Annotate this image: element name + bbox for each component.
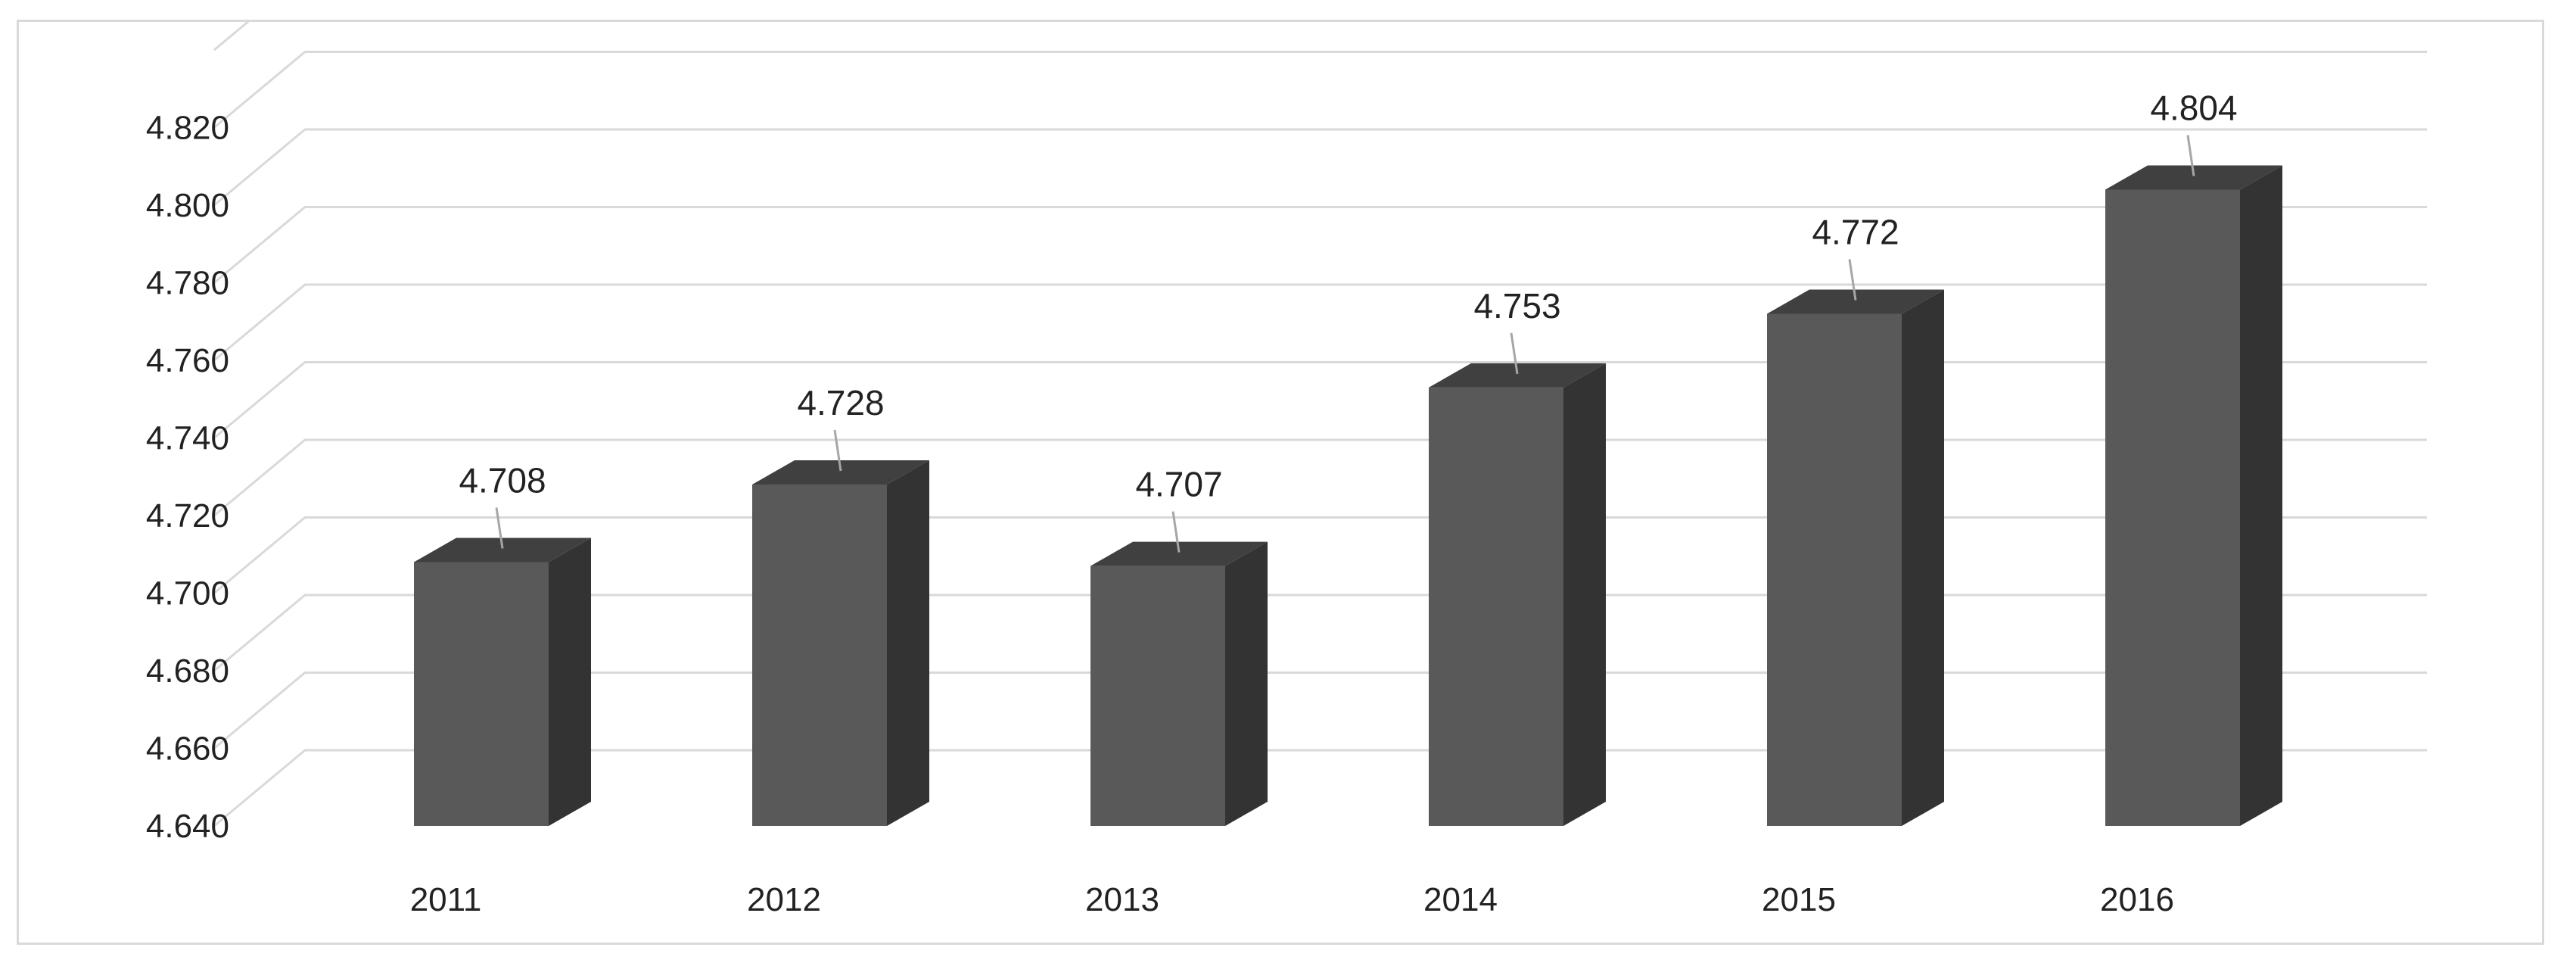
data-label-leader: [1510, 332, 1519, 375]
data-labels: 4.708 4.728 4.707 4.753 4.772 4.804: [459, 89, 2238, 553]
bar: [752, 460, 929, 826]
bar: [1767, 289, 1944, 826]
data-label-leader: [1848, 259, 1857, 301]
gridline: [213, 594, 2427, 672]
bar-side: [549, 538, 591, 826]
gridline: [213, 749, 2427, 827]
y-tick-label: 4.680: [146, 653, 229, 690]
gridline: [213, 283, 2427, 362]
x-axis-labels: 2011 2012 2013 2014 2015 2016: [410, 881, 2174, 918]
bar: [1090, 541, 1268, 826]
bar-side: [1902, 289, 1944, 826]
x-category-label: 2013: [1085, 881, 1159, 918]
gridline: [213, 672, 2427, 749]
x-category-label: 2011: [410, 881, 482, 918]
data-label: 4.753: [1473, 286, 1560, 326]
data-label: 4.804: [2150, 89, 2237, 128]
gridline: [213, 516, 2427, 594]
data-label: 4.772: [1812, 213, 1899, 252]
data-label-leader: [1171, 511, 1181, 553]
data-label: 4.708: [459, 461, 546, 500]
y-tick-label: 4.820: [146, 110, 229, 147]
gridline: [213, 361, 2427, 439]
bar-top: [1429, 363, 1606, 388]
gridlines: [213, 22, 2427, 827]
data-label: 4.707: [1135, 465, 1222, 504]
y-tick-label: 4.720: [146, 497, 229, 534]
bars: [414, 165, 2282, 826]
bar-side: [887, 460, 929, 826]
chart-frame: 4.640 4.660 4.680 4.700 4.720 4.740 4.760 4.780…: [17, 20, 2544, 945]
bar-top: [414, 538, 591, 562]
y-tick-label: 4.800: [146, 187, 229, 224]
data-label-leader: [833, 429, 842, 472]
bar: [2105, 165, 2282, 826]
y-axis-ticks: 4.640 4.660 4.680 4.700 4.720 4.740 4.760 4.780…: [146, 110, 229, 846]
bar-front: [1090, 566, 1225, 826]
x-category-label: 2016: [2100, 881, 2174, 918]
bar-top: [752, 460, 929, 485]
bar-chart: 4.640 4.660 4.680 4.700 4.720 4.740 4.760 4.780…: [146, 22, 2427, 918]
bar-front: [1767, 313, 1902, 826]
data-label-leader: [495, 507, 504, 549]
data-label: 4.728: [797, 383, 884, 422]
gridline: [213, 206, 2427, 284]
bar: [1429, 363, 1606, 826]
x-category-label: 2015: [1762, 881, 1836, 918]
data-label-leader: [2186, 135, 2195, 176]
bar-front: [2105, 189, 2240, 826]
gridline: [213, 438, 2427, 517]
bar-side: [1225, 541, 1268, 826]
y-tick-label: 4.780: [146, 265, 229, 302]
gridline: [213, 22, 250, 51]
bar-side: [2240, 165, 2282, 826]
y-tick-label: 4.660: [146, 731, 229, 768]
y-tick-label: 4.700: [146, 575, 229, 612]
bar-side: [1563, 363, 1606, 826]
bar-top: [2105, 165, 2282, 190]
bar-top: [1090, 541, 1268, 566]
y-tick-label: 4.760: [146, 342, 229, 379]
bar-front: [414, 562, 549, 826]
x-category-label: 2014: [1423, 881, 1498, 918]
bar-top: [1767, 289, 1944, 314]
bar-front: [752, 485, 887, 826]
bar-front: [1429, 387, 1563, 826]
y-tick-label: 4.740: [146, 420, 229, 457]
bar: [414, 538, 591, 826]
x-category-label: 2012: [747, 881, 821, 918]
gridline: [213, 128, 2427, 207]
y-tick-label: 4.640: [146, 808, 229, 845]
gridline: [213, 51, 2427, 129]
